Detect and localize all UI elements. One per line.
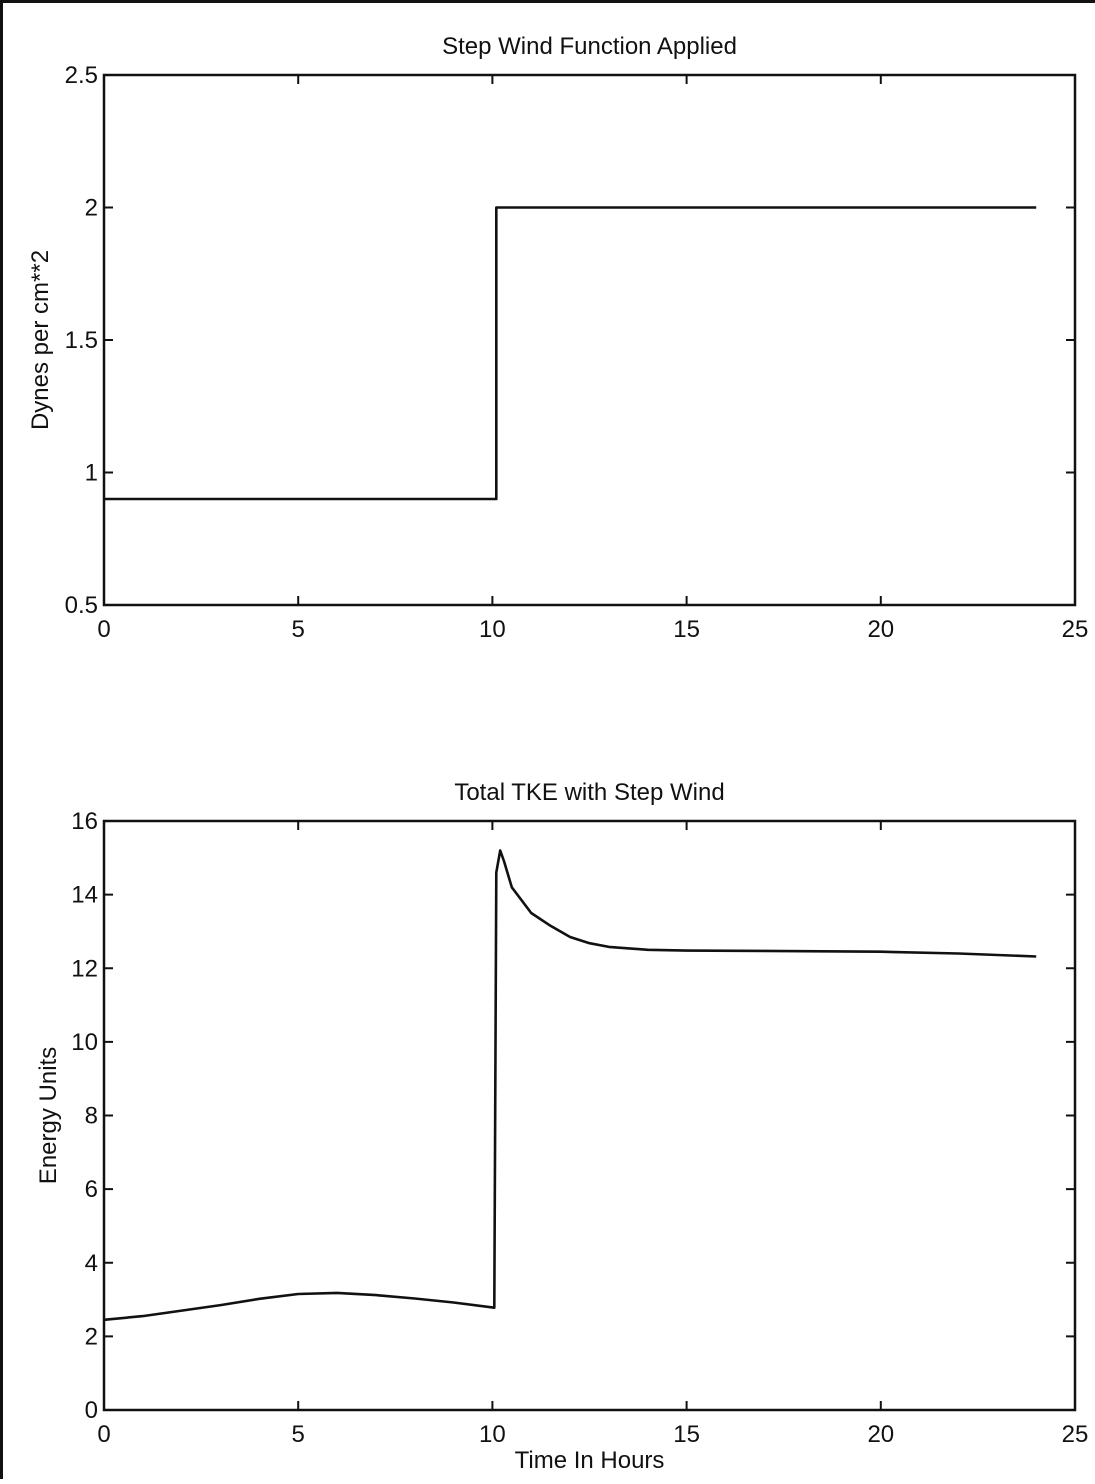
y-axis-label: Dynes per cm**2 (27, 250, 54, 430)
x-tick-label: 5 (292, 1421, 305, 1448)
page-border-left (0, 0, 3, 1479)
x-tick-label: 10 (479, 616, 506, 643)
x-tick-label: 15 (673, 1421, 700, 1448)
x-tick-label: 0 (97, 1421, 110, 1448)
x-tick-label: 5 (292, 616, 305, 643)
y-axis-label: Energy Units (35, 1047, 62, 1184)
y-tick-label: 14 (71, 882, 98, 909)
y-tick-label: 12 (71, 955, 98, 982)
chart-title: Step Wind Function Applied (442, 33, 737, 60)
y-tick-label: 1 (85, 460, 98, 487)
series-line (104, 206, 1037, 501)
y-tick-label: 6 (85, 1176, 98, 1203)
chart-tke: 0 5 10 15 20 25 0 2 4 6 8 10 12 14 16 Total TKE with St… (35, 779, 1088, 1474)
x-tick-label: 25 (1062, 1421, 1089, 1448)
plot-frame (102, 819, 1077, 1412)
y-tick-label: 2 (85, 195, 98, 222)
y-tick-label: 16 (71, 808, 98, 835)
x-tick-label: 25 (1062, 616, 1089, 643)
y-tick-label: 10 (71, 1029, 98, 1056)
x-tick-label: 10 (479, 1421, 506, 1448)
chart-wind: 0 5 10 15 20 25 0.5 1 1.5 2 2.5 Step Wind Function … (27, 33, 1088, 643)
y-tick-label: 8 (85, 1103, 98, 1130)
plot-frame (102, 73, 1077, 607)
chart-title: Total TKE with Step Wind (454, 779, 724, 806)
x-tick-label: 15 (673, 616, 700, 643)
x-axis-label: Time In Hours (515, 1447, 665, 1474)
x-tick-label: 20 (867, 1421, 894, 1448)
y-tick-label: 0 (85, 1397, 98, 1424)
y-tick-label: 2.5 (65, 62, 98, 89)
series-line (103, 849, 1037, 1322)
page-border-top (0, 0, 1095, 3)
x-tick-label: 20 (867, 616, 894, 643)
y-tick-label: 4 (85, 1250, 98, 1277)
x-tick-label: 0 (97, 616, 110, 643)
y-tick-label: 1.5 (65, 327, 98, 354)
y-tick-label: 0.5 (65, 592, 98, 619)
y-tick-label: 2 (85, 1323, 98, 1350)
